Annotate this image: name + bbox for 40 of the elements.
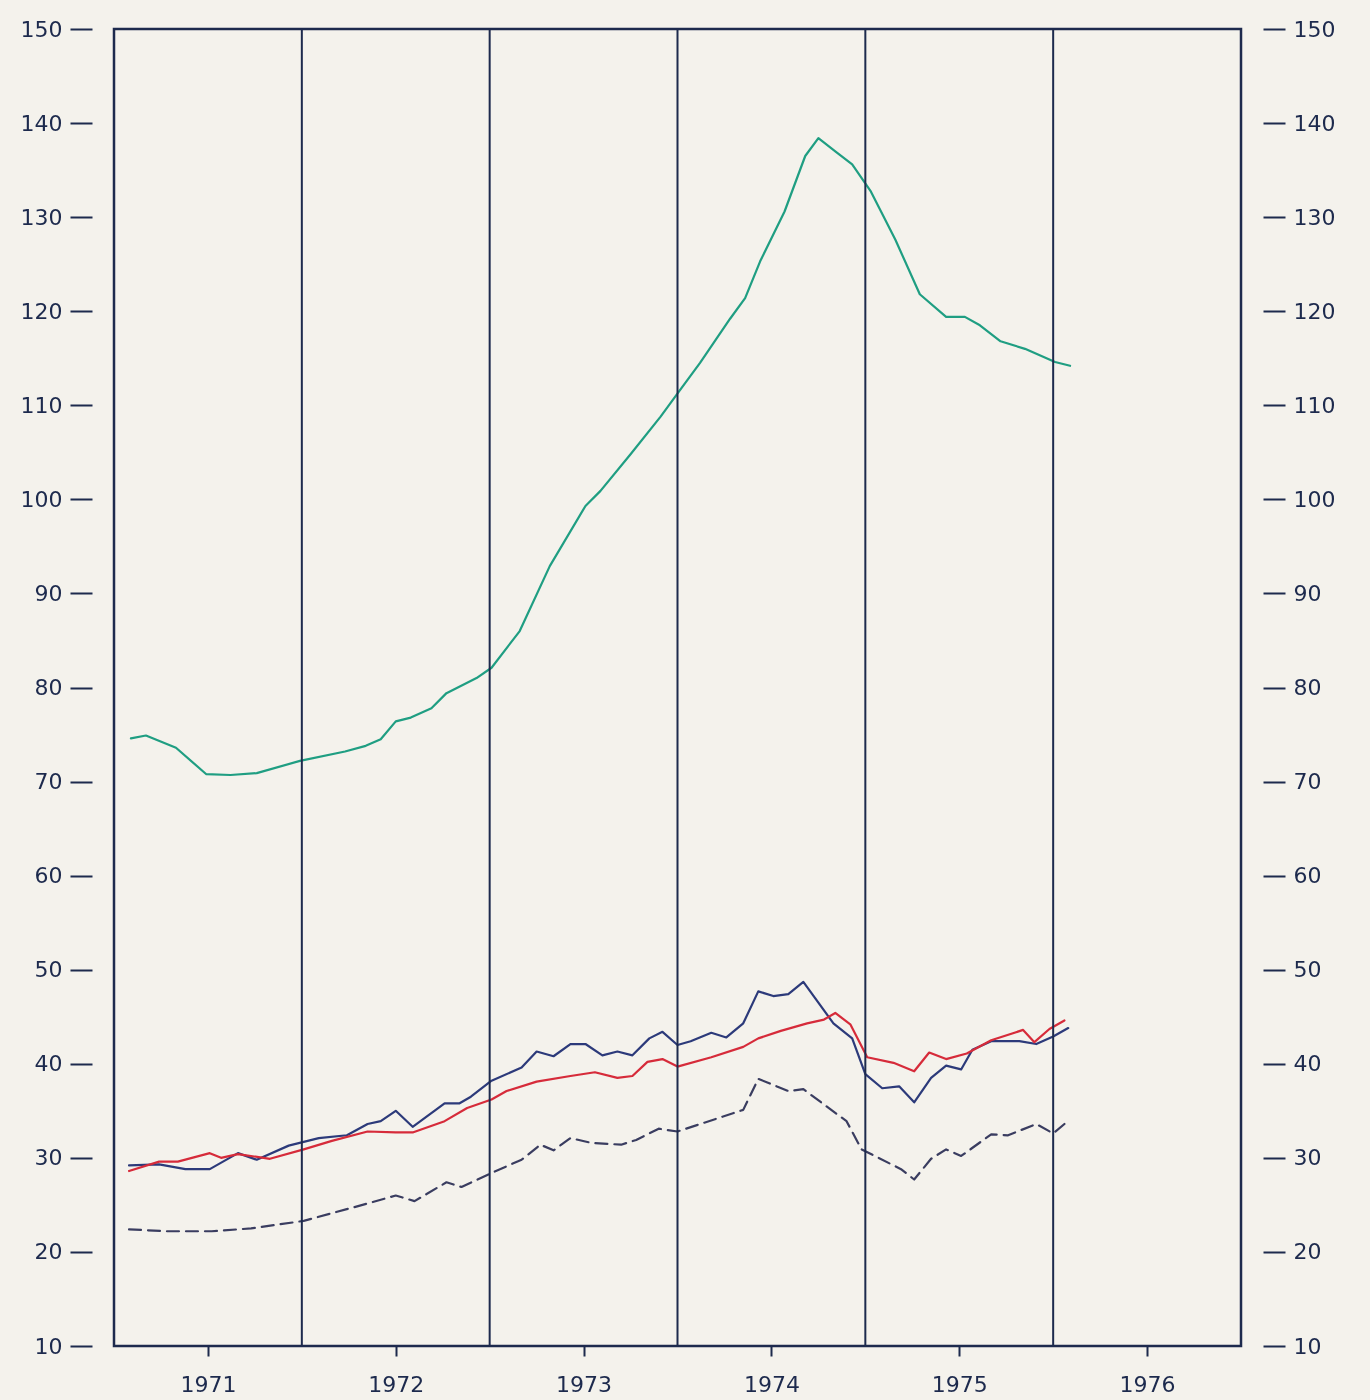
x-tick-label: 1971 <box>180 1371 237 1397</box>
y-tick-label: 70 <box>34 769 63 795</box>
y2-tick-label: 60 <box>1293 863 1322 889</box>
y2-tick-label: 20 <box>1293 1239 1322 1265</box>
y2-tick-label: 120 <box>1293 298 1336 324</box>
y2-tick-label: 70 <box>1293 769 1322 795</box>
y-tick-label: 10 <box>34 1333 63 1359</box>
y2-tick-label: 150 <box>1293 16 1336 42</box>
x-tick-label: 1972 <box>368 1371 425 1397</box>
y2-tick-label: 110 <box>1293 392 1336 418</box>
x-tick-label: 1976 <box>1119 1371 1176 1397</box>
y-tick-label: 150 <box>20 16 63 42</box>
y2-tick-label: 50 <box>1293 957 1322 983</box>
y-tick-label: 80 <box>34 675 63 700</box>
y-tick-label: 50 <box>34 957 63 983</box>
y-tick-label: 100 <box>20 486 63 512</box>
y-tick-label: 140 <box>20 110 63 136</box>
y-tick-label: 130 <box>20 204 63 230</box>
y-tick-label: 40 <box>34 1051 63 1077</box>
y-tick-label: 60 <box>34 863 63 889</box>
y2-tick-label: 40 <box>1293 1051 1322 1077</box>
y2-tick-label: 90 <box>1293 580 1322 606</box>
y2-tick-label: 140 <box>1293 110 1336 136</box>
y-tick-label: 120 <box>20 298 63 324</box>
y2-tick-label: 80 <box>1293 675 1322 700</box>
y-tick-label: 30 <box>34 1145 63 1171</box>
line-series <box>129 137 1072 777</box>
y-tick-label: 110 <box>20 392 63 418</box>
line-series <box>127 980 1070 1171</box>
y-tick-label: 20 <box>34 1239 63 1265</box>
y-tick-label: 90 <box>34 580 63 606</box>
x-tick-label: 1975 <box>931 1371 988 1397</box>
y2-tick-label: 10 <box>1293 1333 1322 1359</box>
x-tick-label: 1974 <box>743 1371 800 1397</box>
line-series <box>127 1077 1066 1233</box>
y2-tick-label: 30 <box>1293 1145 1322 1171</box>
y2-tick-label: 130 <box>1293 204 1336 230</box>
y2-tick-label: 100 <box>1293 486 1336 512</box>
x-tick-label: 1973 <box>556 1371 613 1397</box>
line-series <box>127 1011 1066 1173</box>
